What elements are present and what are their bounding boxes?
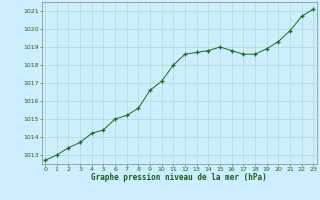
X-axis label: Graphe pression niveau de la mer (hPa): Graphe pression niveau de la mer (hPa)	[91, 173, 267, 182]
